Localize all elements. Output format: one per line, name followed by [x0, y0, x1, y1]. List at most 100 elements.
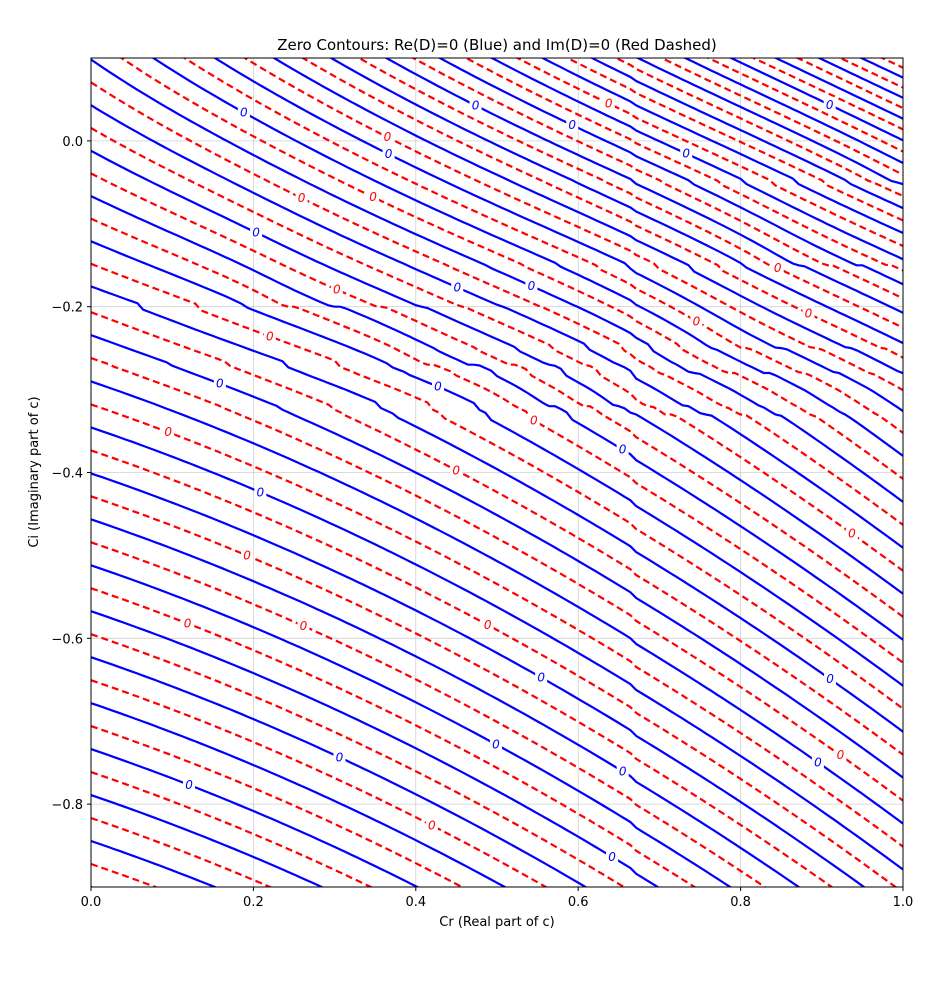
contour-label-im: 0 — [266, 329, 274, 343]
contour-line-im — [91, 217, 903, 664]
contour-label-re: 0 — [216, 377, 224, 391]
contour-label-im: 0 — [184, 616, 192, 630]
contour-line-im — [356, 58, 903, 329]
contour-line-im — [182, 58, 903, 434]
contour-label-bg — [823, 96, 836, 111]
contour-line-re — [773, 58, 903, 120]
contour-line-re — [91, 426, 903, 871]
contour-label-bg — [802, 305, 815, 320]
contour-label-bg — [771, 260, 784, 275]
contour-label-re: 0 — [185, 778, 193, 792]
contour-label-im: 0 — [298, 191, 306, 205]
contour-label-bg — [680, 145, 693, 160]
contour-label-bg — [811, 754, 824, 769]
contour-line-re — [91, 104, 903, 549]
contour-label-im: 0 — [369, 190, 377, 204]
contour-label-re: 0 — [492, 737, 500, 751]
contour-line-re — [682, 58, 903, 164]
contour-line-im — [91, 587, 697, 887]
contour-line-im — [705, 58, 903, 153]
contour-label-bg — [183, 776, 196, 791]
contour-label-bg — [162, 424, 175, 439]
contour-label-bg — [616, 763, 629, 778]
contour-line-im — [91, 127, 903, 572]
contour-line-re — [589, 58, 903, 210]
contour-label-bg — [297, 617, 310, 632]
contour-line-re — [91, 518, 801, 887]
contour-line-im — [91, 81, 903, 526]
contour-line-im — [410, 58, 903, 300]
contour-label-bg — [525, 277, 538, 292]
contour-label-im: 0 — [693, 314, 701, 328]
contour-line-im — [91, 172, 903, 618]
contour-line-re — [540, 58, 903, 235]
contour-label-bg — [181, 615, 194, 630]
y-tick-label: −0.8 — [51, 798, 83, 813]
contour-line-re — [91, 380, 903, 825]
contour-label-re: 0 — [568, 118, 576, 132]
contour-label-im: 0 — [452, 463, 460, 477]
contour-line-im — [91, 262, 903, 710]
contour-line-re — [91, 472, 866, 887]
contour-label-bg — [834, 747, 847, 762]
contour-line-re — [437, 58, 903, 286]
y-tick-label: −0.6 — [51, 632, 83, 647]
contour-line-im — [613, 58, 903, 198]
contour-line-im — [91, 679, 549, 887]
contour-label-im: 0 — [484, 618, 492, 632]
contour-line-re — [91, 702, 508, 887]
contour-label-im: 0 — [848, 527, 856, 541]
contour-label-bg — [330, 281, 343, 296]
contour-label-bg — [616, 441, 629, 456]
contour-label-re: 0 — [434, 380, 442, 394]
contour-label-re: 0 — [528, 279, 536, 293]
contour-line-im — [300, 58, 903, 359]
contour-label-bg — [263, 328, 276, 343]
contour-line-re — [635, 58, 903, 186]
contour-label-bg — [425, 817, 438, 832]
contour-line-re — [91, 610, 660, 887]
contour-line-im — [463, 58, 903, 272]
x-tick-label: 0.0 — [81, 895, 102, 910]
contour-line-re — [91, 240, 903, 687]
contour-line-re — [91, 149, 903, 595]
contour-label-re: 0 — [826, 98, 834, 112]
contour-lines — [91, 58, 903, 887]
x-tick-label: 1.0 — [893, 895, 914, 910]
contour-label-im: 0 — [605, 97, 613, 111]
contour-line-re — [91, 195, 903, 641]
chart-title: Zero Contours: Re(D)=0 (Blue) and Im(D)=… — [277, 36, 717, 54]
contour-line-im — [91, 725, 465, 887]
contour-label-im: 0 — [805, 307, 813, 321]
contour-label-im: 0 — [530, 414, 538, 428]
contour-line-re — [329, 58, 903, 345]
contour-line-im — [91, 633, 627, 887]
contour-label-bg — [333, 749, 346, 764]
contour-line-im — [659, 58, 903, 176]
contour-line-im — [515, 58, 903, 247]
contour-label-bg — [381, 129, 394, 144]
contour-label-bg — [566, 117, 579, 132]
contour-line-re — [384, 58, 903, 314]
contour-label-im: 0 — [300, 619, 308, 633]
contour-label-bg — [535, 669, 548, 684]
x-tick-label: 0.8 — [730, 895, 751, 910]
contour-label-re: 0 — [453, 280, 461, 294]
x-axis-label: Cr (Real part of c) — [439, 915, 554, 930]
contour-label-bg — [527, 412, 540, 427]
contour-label-re: 0 — [608, 850, 616, 864]
contour-label-im: 0 — [837, 748, 845, 762]
contour-label-bg — [450, 462, 463, 477]
contour-label-bg — [469, 97, 482, 112]
contour-line-re — [489, 58, 903, 261]
contour-line-re — [91, 58, 903, 503]
contour-line-im — [119, 58, 903, 480]
y-axis-label: Ci (Imaginary part of c) — [27, 396, 42, 547]
y-axis-ticks: −0.8 −0.6 −0.4 −0.2 0.0 — [51, 135, 91, 813]
contour-label-re: 0 — [336, 750, 344, 764]
contour-label-re: 0 — [619, 764, 627, 778]
contour-label-bg — [845, 525, 858, 540]
contour-label-bg — [295, 190, 308, 205]
contour-label-bg — [451, 279, 464, 294]
contour-line-im — [91, 541, 767, 887]
